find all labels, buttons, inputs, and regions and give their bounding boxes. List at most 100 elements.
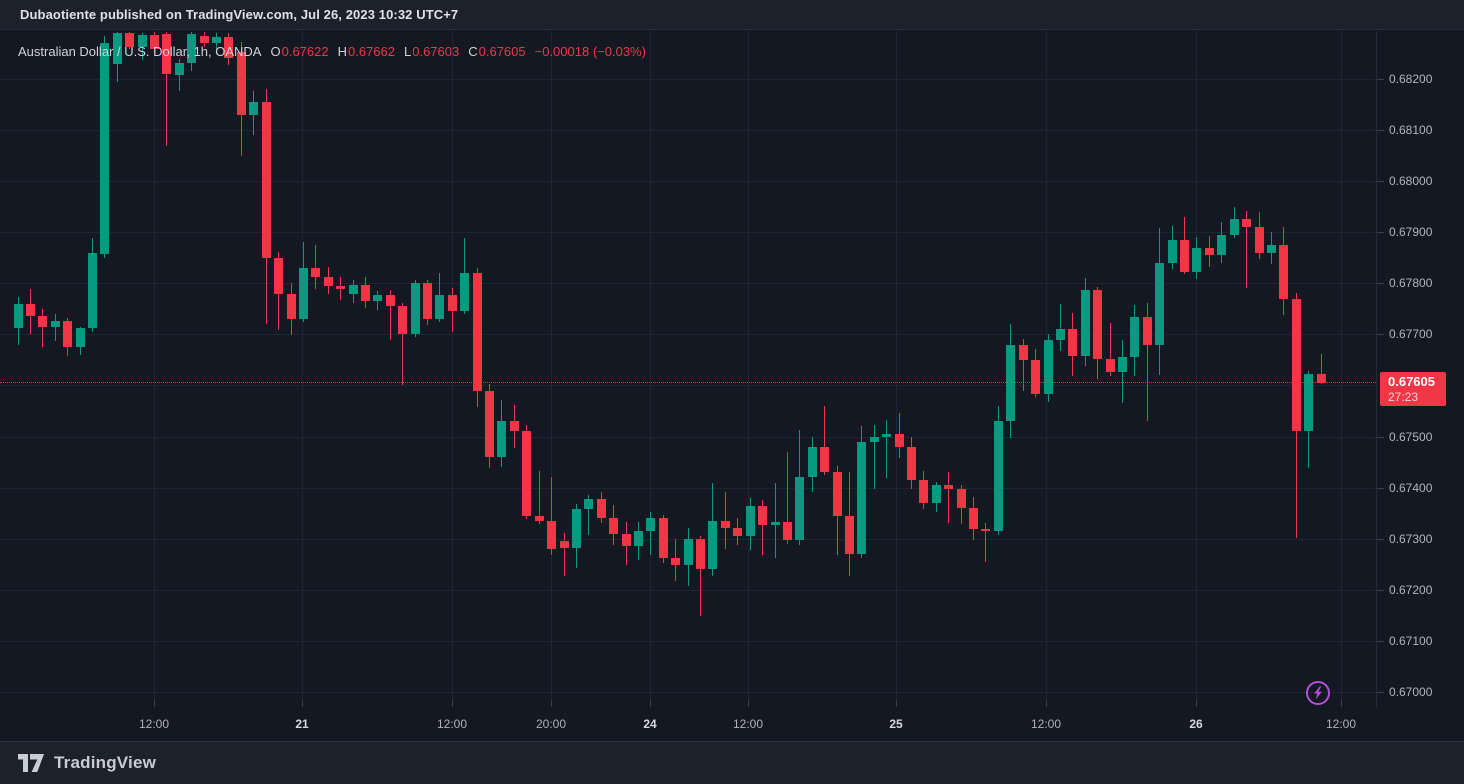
symbol-title: Australian Dollar / U.S. Dollar, 1h, OAN…	[18, 44, 262, 59]
v-gridline	[302, 31, 303, 707]
candle-body	[1267, 245, 1276, 254]
price-tick-mark	[1377, 590, 1384, 591]
candle-body	[560, 541, 569, 548]
candle-body	[1118, 357, 1127, 372]
candle-body	[212, 37, 221, 44]
candle-body	[1217, 234, 1226, 255]
candle-body	[237, 52, 246, 115]
candle-wick	[985, 523, 986, 562]
h-gridline	[0, 334, 1375, 335]
candle-body	[1019, 344, 1028, 360]
h-gridline	[0, 385, 1375, 386]
candle-body	[696, 538, 705, 570]
time-tick-mark	[452, 700, 453, 707]
ohlc-item-c: C 0.67605	[468, 44, 526, 59]
candle-body	[411, 283, 420, 335]
candle-body	[336, 285, 345, 290]
candle-body	[485, 390, 494, 457]
lightning-button[interactable]	[1305, 680, 1331, 706]
price-tick-label: 0.67200	[1389, 583, 1433, 597]
candle-body	[249, 101, 258, 115]
candle-body	[646, 518, 655, 532]
candle-body	[138, 35, 147, 48]
candle-body	[324, 277, 333, 286]
candle-body	[187, 34, 196, 64]
v-gridline	[650, 31, 651, 707]
candle-body	[448, 294, 457, 312]
candle-body	[907, 446, 916, 480]
candle-body	[423, 283, 432, 320]
candle-body	[150, 35, 159, 50]
price-tick-label: 0.68100	[1389, 123, 1433, 137]
time-scale[interactable]: 12:00 21 12:00 20:00 24 12:00 25 12:00 26 12:00	[0, 700, 1464, 741]
candle-body	[1180, 240, 1189, 272]
candle-wick	[874, 425, 875, 489]
price-tick-label: 0.67700	[1389, 327, 1433, 341]
h-gridline	[0, 488, 1375, 489]
tradingview-logo[interactable]: TradingView	[18, 753, 156, 773]
h-gridline	[0, 641, 1375, 642]
candle-body	[845, 515, 854, 555]
candle-body	[870, 436, 879, 442]
candle-body	[833, 472, 842, 516]
price-tick-label: 0.68000	[1389, 174, 1433, 188]
candle-body	[1255, 227, 1264, 254]
candle-wick	[588, 495, 589, 535]
candle-body	[1056, 329, 1065, 340]
candle-wick	[775, 482, 776, 559]
candle-body	[361, 284, 370, 302]
candle-body	[162, 34, 171, 74]
candle-body	[1044, 339, 1053, 394]
footer-bar: TradingView	[0, 742, 1464, 784]
candle-body	[1192, 247, 1201, 272]
candle-body	[746, 506, 755, 536]
candle-wick	[1110, 323, 1111, 377]
price-tick-label: 0.67300	[1389, 532, 1433, 546]
price-tick-mark	[1377, 232, 1384, 233]
candle-body	[287, 293, 296, 320]
candle-body	[100, 43, 109, 255]
candle-body	[957, 488, 966, 509]
time-tick-mark	[748, 700, 749, 707]
candle-body	[1168, 240, 1177, 263]
candle-body	[299, 268, 308, 320]
footer-divider	[0, 741, 1464, 742]
candle-wick	[1023, 338, 1024, 391]
ohlc-item-h: H 0.67662	[337, 44, 395, 59]
time-tick-mark	[1341, 700, 1342, 707]
candle-wick	[886, 420, 887, 479]
candle-body	[1081, 289, 1090, 356]
time-tick-label: 12:00	[1030, 717, 1062, 731]
candle-wick	[402, 302, 403, 386]
candle-body	[733, 527, 742, 536]
candle-body	[882, 434, 891, 437]
time-tick-label: 21	[295, 717, 309, 731]
candle-body	[795, 477, 804, 541]
h-gridline	[0, 283, 1375, 284]
candle-wick	[725, 491, 726, 549]
candle-body	[88, 253, 97, 329]
candle-wick	[948, 472, 949, 524]
candle-body	[944, 485, 953, 489]
candle-body	[1205, 247, 1214, 255]
chart-pane[interactable]	[0, 31, 1464, 741]
time-tick-mark	[896, 700, 897, 707]
symbol-legend: Australian Dollar / U.S. Dollar, 1h, OAN…	[18, 44, 646, 59]
h-gridline	[0, 232, 1375, 233]
price-tick-label: 0.67900	[1389, 225, 1433, 239]
time-tick-label: 24	[643, 717, 657, 731]
candle-body	[808, 446, 817, 478]
candle-body	[386, 294, 395, 307]
candle-body	[1279, 245, 1288, 299]
candle-wick	[824, 405, 825, 476]
candle-body	[671, 558, 680, 566]
candle-wick	[42, 308, 43, 347]
price-tick-mark	[1377, 692, 1384, 693]
candle-body	[758, 506, 767, 525]
time-tick-mark	[1046, 700, 1047, 707]
candle-body	[349, 284, 358, 294]
candle-body	[584, 498, 593, 510]
v-gridline	[551, 31, 552, 707]
time-tick-label: 26	[1189, 717, 1203, 731]
